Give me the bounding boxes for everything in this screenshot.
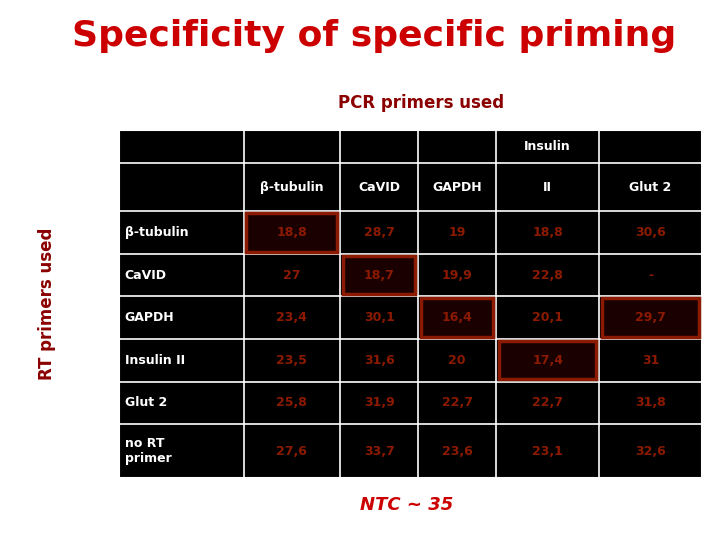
Text: Insulin II: Insulin II xyxy=(125,354,185,367)
Text: 16,4: 16,4 xyxy=(442,311,472,324)
Text: 30,1: 30,1 xyxy=(364,311,395,324)
Text: PCR primers used: PCR primers used xyxy=(338,94,504,112)
Bar xyxy=(421,299,493,337)
Text: 31,9: 31,9 xyxy=(364,396,395,409)
Text: RT primers used: RT primers used xyxy=(37,227,56,380)
Bar xyxy=(499,341,596,380)
Bar xyxy=(246,213,338,252)
Text: 22,7: 22,7 xyxy=(441,396,473,409)
Text: Insulin: Insulin xyxy=(524,140,571,153)
Text: CaVID: CaVID xyxy=(125,268,166,281)
Text: GAPDH: GAPDH xyxy=(125,311,174,324)
Text: 31: 31 xyxy=(642,354,660,367)
Text: 20: 20 xyxy=(449,354,466,367)
Text: 30,6: 30,6 xyxy=(635,226,666,239)
Text: 17,4: 17,4 xyxy=(532,354,563,367)
Text: 33,7: 33,7 xyxy=(364,444,395,457)
Text: 23,1: 23,1 xyxy=(532,444,563,457)
Text: 23,4: 23,4 xyxy=(276,311,307,324)
Text: Glut 2: Glut 2 xyxy=(125,396,167,409)
Text: 18,8: 18,8 xyxy=(532,226,563,239)
Text: no RT
primer: no RT primer xyxy=(125,437,171,465)
Text: 19: 19 xyxy=(449,226,466,239)
Text: 22,7: 22,7 xyxy=(532,396,563,409)
Text: Specificity of specific priming: Specificity of specific priming xyxy=(72,19,677,53)
Text: 23,6: 23,6 xyxy=(442,444,472,457)
Text: CaVID: CaVID xyxy=(359,180,400,193)
Text: 31,6: 31,6 xyxy=(364,354,395,367)
Text: β-tubulin: β-tubulin xyxy=(260,180,324,193)
Text: 20,1: 20,1 xyxy=(532,311,563,324)
Text: 32,6: 32,6 xyxy=(635,444,666,457)
Text: 31,8: 31,8 xyxy=(635,396,666,409)
Bar xyxy=(602,299,699,337)
Text: 18,8: 18,8 xyxy=(276,226,307,239)
Bar xyxy=(343,256,415,294)
Text: β-tubulin: β-tubulin xyxy=(125,226,188,239)
Text: 27: 27 xyxy=(283,268,301,281)
Text: 28,7: 28,7 xyxy=(364,226,395,239)
Text: 29,7: 29,7 xyxy=(635,311,666,324)
Text: -: - xyxy=(648,268,653,281)
Text: 22,8: 22,8 xyxy=(532,268,563,281)
Text: 27,6: 27,6 xyxy=(276,444,307,457)
Text: 19,9: 19,9 xyxy=(442,268,472,281)
Text: 18,7: 18,7 xyxy=(364,268,395,281)
Text: NTC ~ 35: NTC ~ 35 xyxy=(360,496,454,514)
Text: Glut 2: Glut 2 xyxy=(629,180,672,193)
Text: GAPDH: GAPDH xyxy=(433,180,482,193)
Text: 25,8: 25,8 xyxy=(276,396,307,409)
Text: II: II xyxy=(543,180,552,193)
Text: 23,5: 23,5 xyxy=(276,354,307,367)
